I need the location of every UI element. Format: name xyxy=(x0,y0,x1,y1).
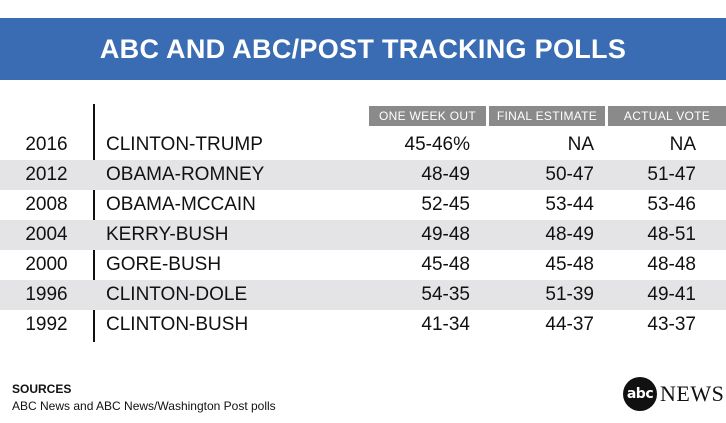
column-header-week-out: ONE WEEK OUT xyxy=(369,106,486,126)
row-year: 2012 xyxy=(25,164,68,185)
row-week-out: 49-48 xyxy=(421,224,470,245)
row-race: CLINTON-TRUMP xyxy=(106,134,263,155)
row-actual-vote: NA xyxy=(669,134,696,155)
table-row: 2008 OBAMA-MCCAIN 52-45 53-44 53-46 xyxy=(0,190,726,220)
row-year: 2016 xyxy=(25,134,68,155)
column-header-final-estimate: FINAL ESTIMATE xyxy=(489,106,605,126)
row-actual-vote: 48-51 xyxy=(647,224,696,245)
row-actual-vote: 51-47 xyxy=(647,164,696,185)
row-actual-vote: 43-37 xyxy=(647,314,696,335)
row-week-out: 45-46% xyxy=(404,134,471,155)
sources-label: SOURCES xyxy=(12,382,72,396)
row-race: GORE-BUSH xyxy=(106,254,222,275)
row-year: 2000 xyxy=(25,254,68,275)
row-week-out: 52-45 xyxy=(421,194,470,215)
row-week-out: 41-34 xyxy=(421,314,470,335)
row-actual-vote: 49-41 xyxy=(647,284,696,305)
abc-news-logo: abc NEWS xyxy=(623,377,724,411)
table-row: 2004 KERRY-BUSH 49-48 48-49 48-51 xyxy=(0,220,726,250)
row-final-estimate: 51-39 xyxy=(545,284,594,305)
table-row: 1992 CLINTON-BUSH 41-34 44-37 43-37 xyxy=(0,310,726,340)
column-header-actual-vote: ACTUAL VOTE xyxy=(608,106,726,126)
row-actual-vote: 53-46 xyxy=(647,194,696,215)
title-banner: ABC AND ABC/POST TRACKING POLLS xyxy=(0,18,726,80)
row-race: OBAMA-MCCAIN xyxy=(106,194,256,215)
row-year: 1996 xyxy=(25,284,68,305)
row-race: KERRY-BUSH xyxy=(106,224,229,245)
row-final-estimate: 45-48 xyxy=(545,254,594,275)
row-final-estimate: 50-47 xyxy=(545,164,594,185)
page-title: ABC AND ABC/POST TRACKING POLLS xyxy=(99,33,627,64)
row-final-estimate: 53-44 xyxy=(545,194,594,215)
row-week-out: 54-35 xyxy=(421,284,470,305)
logo-news-wordmark: NEWS xyxy=(660,381,725,406)
row-race: CLINTON-BUSH xyxy=(106,314,249,335)
row-race: OBAMA-ROMNEY xyxy=(106,164,265,185)
table-row: 1996 CLINTON-DOLE 54-35 51-39 49-41 xyxy=(0,280,726,310)
table-row: 2016 CLINTON-TRUMP 45-46% NA NA xyxy=(0,130,726,160)
row-week-out: 48-49 xyxy=(421,164,470,185)
row-year: 2008 xyxy=(25,194,68,215)
sources-text: ABC News and ABC News/Washington Post po… xyxy=(12,399,276,413)
table-row: 2012 OBAMA-ROMNEY 48-49 50-47 51-47 xyxy=(0,160,726,190)
row-final-estimate: 44-37 xyxy=(545,314,594,335)
row-year: 2004 xyxy=(25,224,68,245)
row-race: CLINTON-DOLE xyxy=(106,284,248,305)
row-final-estimate: 48-49 xyxy=(545,224,594,245)
abc-logo-icon: abc xyxy=(623,377,657,411)
table-row: 2000 GORE-BUSH 45-48 45-48 48-48 xyxy=(0,250,726,280)
row-final-estimate: NA xyxy=(567,134,594,155)
row-actual-vote: 48-48 xyxy=(647,254,696,275)
row-year: 1992 xyxy=(25,314,68,335)
row-week-out: 45-48 xyxy=(421,254,470,275)
